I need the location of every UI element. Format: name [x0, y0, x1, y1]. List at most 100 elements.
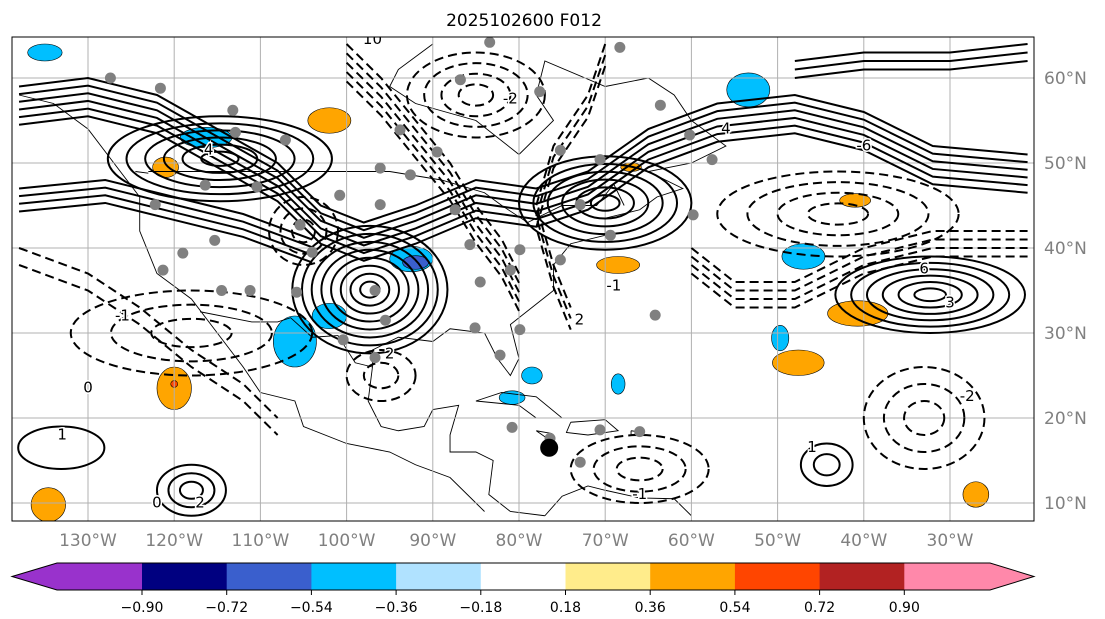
contour-layer: 4 -1 1 2 0 -6 63 -2 -1 2 1 -2 -1 2 0 10 4 [17, 30, 1028, 517]
contour-ring-negative [362, 361, 400, 390]
contour-ring-positive [144, 129, 296, 189]
contour-line-negative [345, 80, 520, 312]
contour-ring-positive [561, 178, 650, 228]
contour-line-positive [794, 51, 1028, 71]
station-dot [594, 154, 606, 166]
station-dot [574, 199, 586, 211]
station-dot [369, 285, 381, 296]
shaded-region [27, 43, 63, 62]
contour-label: 0 [83, 379, 93, 397]
station-dot [534, 86, 546, 98]
contour-label: 0 [152, 493, 162, 511]
station-dot [404, 169, 416, 181]
station-dot [554, 254, 566, 266]
station-dot [177, 247, 189, 259]
colorbar-tick-label: 0.72 [804, 600, 835, 615]
station-dot [706, 154, 718, 166]
contour-label: 4 [721, 119, 731, 137]
lon-tick-label: 70°W [582, 531, 629, 551]
lon-tick-label: 120°W [145, 531, 203, 551]
station-dot [649, 309, 661, 321]
map-frame [11, 36, 1035, 522]
contour-label: 2 [195, 493, 205, 511]
station-dot [604, 229, 616, 241]
lat-tick-label: 10°N [1044, 494, 1087, 514]
colorbar-segment [142, 563, 228, 590]
station-dot [291, 286, 303, 298]
station-dot [469, 322, 481, 334]
contour-ring-positive [518, 155, 693, 251]
shaded-region [30, 487, 66, 521]
station-dot [104, 72, 116, 84]
contour-ring-positive [106, 115, 333, 203]
contour-line-positive [18, 115, 1028, 262]
contour-ring-positive [320, 248, 420, 331]
contour-line-negative [345, 43, 520, 274]
station-dot [337, 334, 349, 346]
shaded-region [839, 193, 871, 208]
station-dot [199, 179, 211, 191]
lat-tick-label: 60°N [1044, 69, 1087, 89]
contour-line-negative [345, 61, 520, 293]
colorbar-segment [226, 563, 312, 590]
contour-label: -2 [503, 90, 518, 108]
contour-ring-positive [125, 122, 315, 196]
lon-tick-label: 130°W [59, 531, 117, 551]
contour-ring-positive [812, 453, 841, 477]
contour-ring-negative [291, 218, 316, 244]
contour-label: -6 [856, 136, 871, 154]
station-dot [684, 129, 696, 141]
contour-ring-negative [457, 83, 495, 107]
contour-ring-positive [850, 261, 1011, 328]
contour-label: -1 [115, 306, 130, 324]
colorbar-segment [565, 563, 651, 590]
contour-ring-negative [345, 349, 417, 402]
colorbar-tick-label: −0.72 [205, 600, 248, 615]
station-dot [464, 239, 476, 251]
contour-line-positive [18, 99, 1028, 247]
station-dot [514, 324, 526, 336]
contour-label: -1 [632, 485, 647, 503]
contour-ring-positive [178, 480, 204, 500]
contour-label: 10 [363, 30, 382, 48]
contour-line-negative [690, 230, 1028, 283]
map-title: 2025102600 F012 [446, 11, 602, 31]
contour-line-positive [794, 43, 1028, 62]
contour-line-positive [18, 194, 313, 256]
contour-ring-positive [310, 240, 430, 339]
station-dot [554, 144, 566, 156]
colorbar-segment [480, 563, 566, 590]
colorbar-segment [734, 563, 821, 590]
contour-label: 2 [385, 345, 395, 363]
station-dot [279, 134, 291, 146]
station-dot [394, 124, 406, 136]
station-dot [506, 421, 518, 433]
contour-label: -1 [606, 277, 621, 295]
station-dot [431, 146, 443, 158]
contour-ring-positive [881, 274, 979, 315]
contour-ring-negative [592, 445, 687, 493]
contour-ring-positive [330, 256, 410, 323]
station-dot [157, 264, 169, 276]
contour-ring-positive [181, 143, 259, 174]
colorbar-tick-label: 0.90 [889, 600, 920, 615]
contour-line-negative [18, 264, 279, 436]
contour-line-negative [535, 43, 607, 308]
contour-ring-negative [279, 207, 328, 255]
shaded-region [521, 366, 543, 385]
shaded-region [962, 481, 990, 508]
station-dot [574, 456, 586, 468]
axis-ticks: 130°W 120°W 110°W 100°W 90°W 80°W 70°W 60°W 50°W… [59, 69, 1087, 551]
contour-ring-positive [17, 425, 106, 470]
station-dot [484, 37, 496, 48]
colorbar-segment [311, 563, 397, 590]
contour-label: 3 [945, 294, 955, 312]
contour-label: 6 [919, 260, 929, 278]
colorbar-tick-label: 0.18 [550, 600, 581, 615]
colorbar-tick-label: −0.36 [375, 600, 418, 615]
colorbar-tick-label: −0.54 [290, 600, 333, 615]
contour-ring-positive [200, 150, 240, 167]
contour-line-negative [345, 71, 520, 303]
contour-line-negative [690, 247, 1028, 300]
station-dot [227, 104, 239, 116]
